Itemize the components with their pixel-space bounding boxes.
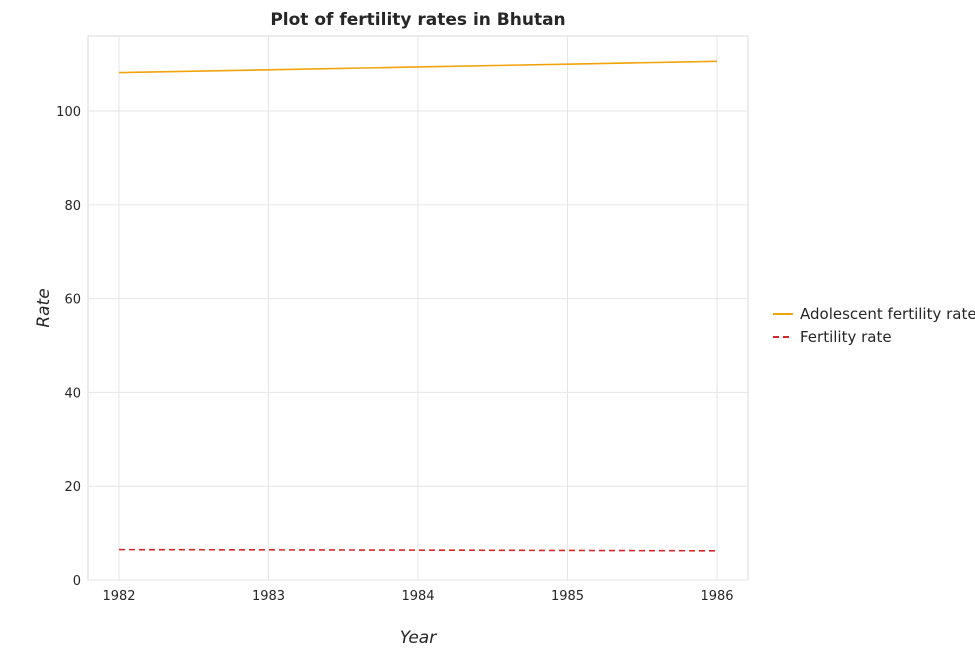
y-tick-label: 80 — [64, 199, 81, 214]
x-tick-label: 1986 — [700, 589, 733, 604]
legend-label-adolescent: Adolescent fertility rate — [800, 305, 975, 323]
x-tick-label: 1984 — [401, 589, 434, 604]
x-tick-label: 1983 — [252, 589, 285, 604]
legend: Adolescent fertility rate Fertility rate — [773, 305, 975, 346]
y-tick-label: 40 — [64, 386, 81, 401]
y-tick-label: 20 — [64, 480, 81, 495]
axis-ticks: 0 20 40 60 80 100 1982 1983 1984 1985 1986 — [56, 105, 733, 604]
x-tick-label: 1985 — [551, 589, 584, 604]
x-axis-label: Year — [400, 628, 437, 648]
y-tick-label: 60 — [64, 293, 81, 308]
y-tick-label: 100 — [56, 105, 81, 120]
legend-label-fertility: Fertility rate — [800, 328, 892, 346]
y-axis-label: Rate — [34, 288, 54, 327]
chart-title: Plot of fertility rates in Bhutan — [270, 10, 565, 30]
x-tick-label: 1982 — [102, 589, 135, 604]
series-line-adolescent-fertility-rate — [118, 60, 718, 74]
y-tick-label: 0 — [73, 574, 81, 589]
grid-lines — [88, 36, 748, 581]
series-lines — [118, 60, 718, 552]
